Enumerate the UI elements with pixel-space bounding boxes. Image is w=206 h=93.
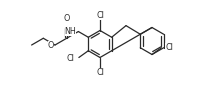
Text: Cl: Cl — [67, 54, 75, 63]
Text: Cl: Cl — [165, 43, 173, 52]
Text: Cl: Cl — [96, 68, 104, 77]
Text: O: O — [63, 14, 70, 23]
Text: NH: NH — [65, 27, 76, 36]
Text: O: O — [48, 41, 54, 49]
Text: Cl: Cl — [96, 11, 104, 20]
